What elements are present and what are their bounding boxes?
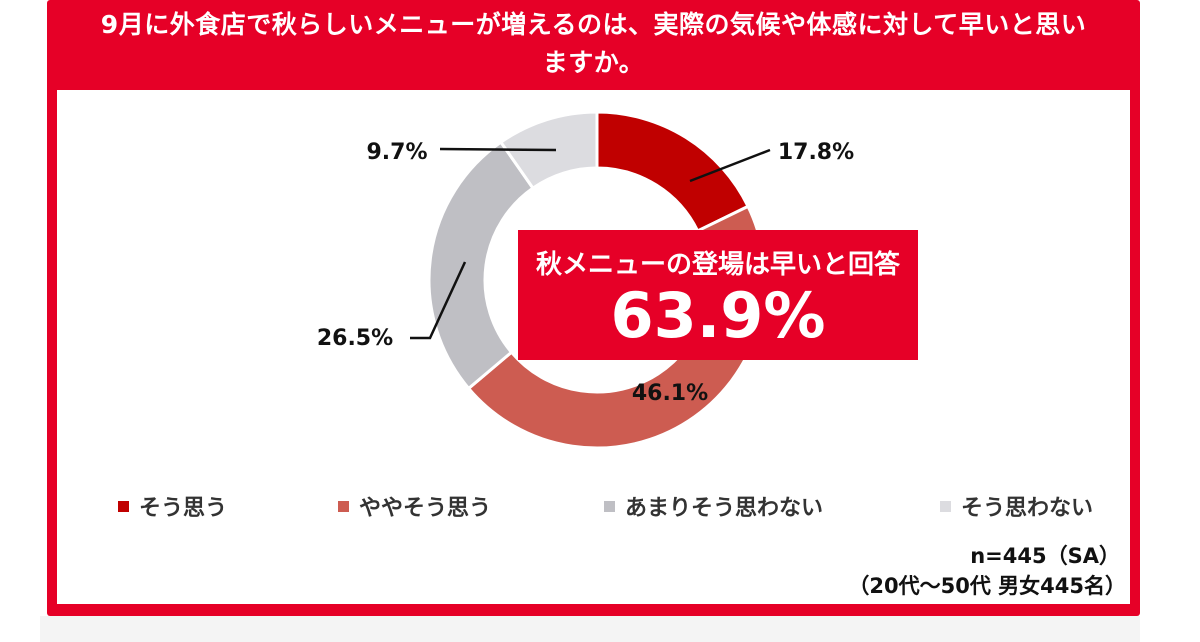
legend-item-2: ややそう思う (338, 491, 491, 521)
data-label-2: 46.1% (632, 381, 708, 406)
data-label-4: 9.7% (366, 140, 427, 165)
bottom-band (40, 616, 1140, 642)
sample-target: （20代～50代 男女445名） (848, 574, 1126, 598)
legend-label-2: ややそう思う (359, 496, 492, 521)
legend-label-4: そう思わない (961, 496, 1094, 521)
sample-note: n=445（SA） （20代～50代 男女445名） (848, 541, 1126, 601)
legend-item-1: そう思う (118, 491, 227, 521)
legend-swatch-3 (604, 500, 615, 512)
legend-item-4: そう思わない (940, 491, 1093, 521)
legend-label-1: そう思う (139, 496, 228, 521)
title-line-2: ますか。 (542, 48, 645, 77)
leader-line-1 (689, 148, 771, 183)
donut-slice-1 (595, 110, 751, 233)
legend-swatch-1 (118, 500, 129, 512)
callout-box: 秋メニューの登場は早いと回答 63.9% (518, 230, 918, 360)
legend-swatch-2 (338, 500, 349, 512)
callout-value: 63.9% (610, 279, 826, 352)
callout-label: 秋メニューの登場は早いと回答 (535, 250, 900, 280)
data-label-3: 26.5% (317, 326, 393, 351)
leader-line-4 (439, 147, 557, 152)
legend-label-3: あまりそう思わない (625, 496, 824, 521)
title-line-1: 9月に外食店で秋らしいメニューが増えるのは、実際の気候や体感に対して早いと思い (100, 10, 1087, 39)
legend-item-3: あまりそう思わない (604, 491, 823, 521)
chart-title: 9月に外食店で秋らしいメニューが増えるのは、実際の気候や体感に対して早いと思い … (47, 6, 1140, 82)
leader-line-3 (410, 261, 467, 340)
legend-swatch-4 (940, 500, 951, 512)
sample-size: n=445（SA） (970, 544, 1120, 568)
data-label-1: 17.8% (778, 140, 854, 165)
